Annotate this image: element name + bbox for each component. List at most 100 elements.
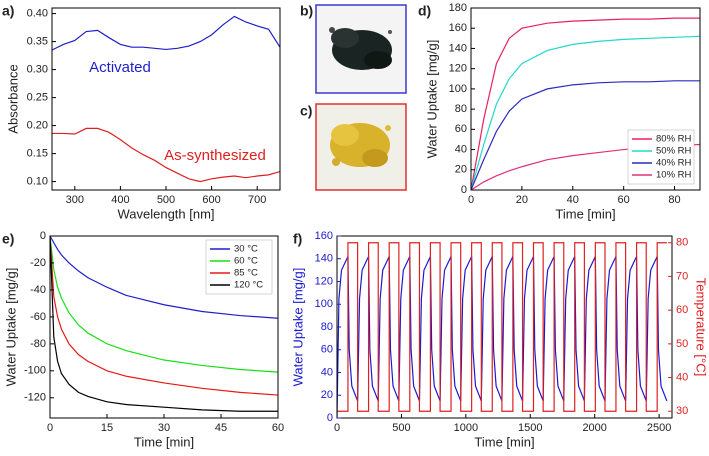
x-tick-label: 600 — [202, 194, 220, 206]
x-tick-label: 40 — [567, 194, 579, 206]
y-tick-label: 20 — [455, 164, 467, 176]
y-tick-label: 0.10 — [27, 176, 48, 188]
y-axis-label: Absorbance — [5, 64, 20, 133]
y-tick-label: 0.20 — [27, 120, 48, 132]
series-line — [471, 35, 700, 190]
plot-area — [50, 236, 278, 412]
y-tick-label: 40 — [321, 366, 333, 378]
y-tick-label: 180 — [449, 2, 467, 14]
y2-tick-label: 80 — [676, 237, 688, 249]
x-tick-label: 500 — [392, 422, 410, 434]
x-tick-label: 2500 — [647, 422, 671, 434]
series-annotation: Activated — [89, 59, 151, 76]
legend-label: 85 °C — [234, 268, 258, 279]
x-tick-label: 0 — [47, 422, 53, 434]
series-annotation: As-synthesized — [164, 147, 266, 164]
x-tick-label: 0 — [468, 194, 474, 206]
legend-label: 50% RH — [656, 146, 692, 157]
x-tick-label: 700 — [248, 194, 266, 206]
x-axis-label: Time [min] — [555, 206, 615, 221]
x-tick-label: 15 — [101, 422, 113, 434]
y-axis-label: Water Uptake [mg/g] — [424, 40, 439, 159]
y-tick-label: 20 — [321, 389, 333, 401]
y-tick-label: 120 — [449, 63, 467, 75]
series-line — [471, 17, 700, 190]
y-tick-label: 0 — [461, 184, 467, 196]
series-line — [50, 236, 278, 319]
y2-tick-label: 60 — [676, 304, 688, 316]
series-line — [50, 236, 278, 396]
series-line — [50, 236, 278, 412]
panel-label: f) — [293, 231, 302, 247]
photo-powder-yellow — [330, 123, 391, 167]
y-axis-label: Water Uptake [mg/g] — [3, 268, 18, 387]
x-tick-label: 1500 — [518, 422, 542, 434]
x-tick-label: 45 — [215, 422, 227, 434]
panel-label: b) — [300, 3, 313, 19]
y-tick-label: 0.15 — [27, 148, 48, 160]
y-tick-label: -60 — [30, 311, 46, 323]
y-tick-label: 0.25 — [27, 92, 48, 104]
x-tick-label: 500 — [157, 194, 175, 206]
x-tick-label: 80 — [668, 194, 680, 206]
x-tick-label: 30 — [158, 422, 170, 434]
y-tick-label: 140 — [315, 253, 333, 265]
y-tick-label: 160 — [315, 230, 333, 242]
y-tick-label: 100 — [449, 83, 467, 95]
y-tick-label: 100 — [315, 298, 333, 310]
legend-label: 10% RH — [656, 170, 692, 181]
panel-label: c) — [300, 103, 312, 119]
y2-tick-label: 70 — [676, 270, 688, 282]
legend-label: 40% RH — [656, 158, 692, 169]
y-tick-label: -120 — [24, 392, 46, 404]
y-tick-label: 40 — [455, 143, 467, 155]
y-tick-label: 0.40 — [27, 8, 48, 20]
x-tick-label: 60 — [618, 194, 630, 206]
legend-label: 120 °C — [234, 280, 263, 291]
y-tick-label: -100 — [24, 365, 46, 377]
x-tick-label: 20 — [516, 194, 528, 206]
photo-powder-black — [329, 27, 392, 70]
y-tick-label: 160 — [449, 22, 467, 34]
series-line — [471, 80, 700, 190]
y-tick-label: 140 — [449, 42, 467, 54]
plot-area — [52, 15, 280, 183]
panel-label: d) — [418, 3, 431, 19]
plot-area — [337, 242, 668, 418]
y-tick-label: -20 — [30, 257, 46, 269]
x-tick-label: 60 — [272, 422, 284, 434]
y2-axis-label: Temperature [°C] — [694, 278, 709, 376]
series-line — [52, 15, 280, 51]
y-tick-label: 0 — [327, 412, 333, 424]
legend-label: 60 °C — [234, 256, 258, 267]
y-tick-label: 120 — [315, 275, 333, 287]
y2-tick-label: 50 — [676, 338, 688, 350]
x-tick-label: 0 — [334, 422, 340, 434]
x-tick-label: 300 — [66, 194, 84, 206]
y-tick-label: 0 — [40, 230, 46, 242]
y-tick-label: 80 — [321, 321, 333, 333]
y-tick-label: 0.35 — [27, 36, 48, 48]
x-axis-label: Wavelength [nm] — [117, 206, 214, 221]
y-tick-label: -80 — [30, 338, 46, 350]
x-tick-label: 400 — [111, 194, 129, 206]
y-tick-label: 60 — [455, 123, 467, 135]
series-line — [50, 236, 278, 373]
y2-tick-label: 30 — [676, 405, 688, 417]
y2-tick-label: 40 — [676, 371, 688, 383]
x-tick-label: 1000 — [454, 422, 478, 434]
x-axis-label: Time [min] — [474, 434, 534, 449]
x-axis-label: Time [min] — [134, 434, 194, 449]
x-tick-label: 2000 — [582, 422, 606, 434]
y-tick-label: 80 — [455, 103, 467, 115]
y-tick-label: 0.30 — [27, 64, 48, 76]
legend-label: 80% RH — [656, 134, 692, 145]
series-line — [52, 127, 280, 183]
series-line — [337, 242, 667, 412]
y-tick-label: 60 — [321, 344, 333, 356]
panel-label: e) — [2, 231, 14, 247]
panel-label: a) — [2, 3, 14, 19]
plot-frame — [470, 7, 701, 191]
y-tick-label: -40 — [30, 284, 46, 296]
